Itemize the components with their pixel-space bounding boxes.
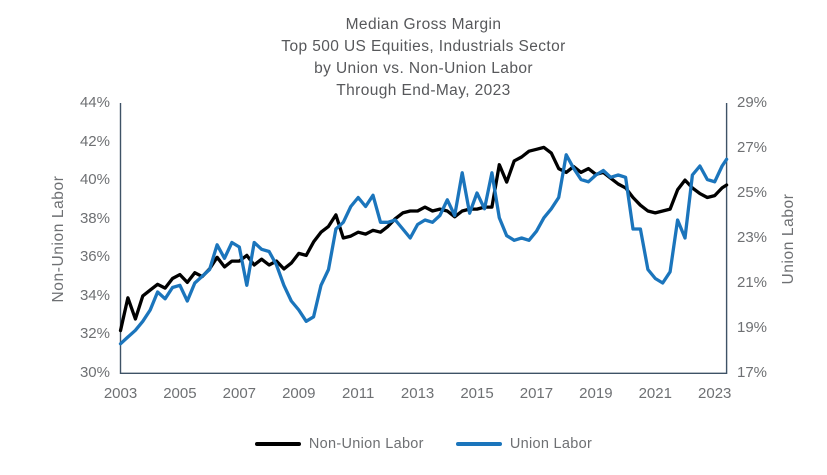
x-axis-tick-label: 2011 (342, 385, 375, 402)
right-axis-ticks: 29% 27% 25% 23% 21% 19% 17% (737, 0, 807, 475)
right-axis-tick-label: 17% (737, 364, 768, 381)
left-axis-ticks: 44% 42% 40% 38% 36% 34% 32% 30% (0, 0, 110, 475)
x-axis-tick-label: 2009 (282, 385, 316, 402)
legend-item-nonunion: Non-Union Labor (254, 436, 424, 452)
left-axis-tick-label: 30% (79, 364, 110, 381)
x-axis-tick-label: 2023 (698, 385, 732, 402)
right-axis-tick-label: 27% (737, 139, 768, 156)
x-axis-tick-label: 2003 (103, 385, 138, 402)
axis-frame (119, 103, 728, 374)
union-line-swatch (455, 441, 502, 447)
x-axis-tick-label: 2017 (519, 385, 554, 402)
chart-title-line-2: Top 500 US Equities, Industrials Sector (281, 38, 566, 55)
legend-label-union: Union Labor (509, 436, 593, 452)
chart-title-line-3: by Union vs. Non-Union Labor (314, 60, 533, 77)
left-axis-tick-label: 44% (79, 94, 110, 111)
x-axis-tick-label: 2005 (163, 385, 197, 402)
right-axis-tick-label: 25% (737, 184, 768, 201)
left-axis-tick-label: 34% (79, 286, 110, 304)
x-axis-tick-label: 2019 (579, 385, 613, 402)
right-axis-tick-label: 29% (737, 94, 768, 111)
left-axis-tick-label: 36% (79, 248, 110, 266)
chart-title-line-1: Median Gross Margin (345, 16, 502, 33)
chart-title-line-4: Through End-May, 2023 (336, 82, 511, 99)
left-axis-tick-label: 32% (79, 325, 110, 343)
legend: Non-Union Labor Union Labor (120, 436, 727, 452)
x-axis-tick-label: 2007 (222, 385, 257, 402)
legend-item-union: Union Labor (455, 436, 593, 452)
right-axis-tick-label: 23% (737, 229, 768, 246)
right-axis-tick-label: 21% (737, 274, 768, 291)
chart-title: Median Gross Margin Top 500 US Equities,… (120, 14, 727, 102)
x-axis-tick-label: 2015 (460, 385, 494, 402)
nonunion-line-swatch (254, 441, 301, 447)
right-axis-tick-label: 19% (737, 319, 768, 336)
x-axis-tick-label: 2021 (638, 385, 672, 402)
left-axis-tick-label: 40% (79, 171, 110, 189)
left-axis-tick-label: 38% (79, 209, 110, 227)
legend-label-nonunion: Non-Union Labor (308, 436, 424, 452)
x-axis-tick-label: 2013 (400, 385, 435, 402)
union-labor-line (118, 153, 729, 346)
left-axis-tick-label: 42% (79, 132, 110, 150)
